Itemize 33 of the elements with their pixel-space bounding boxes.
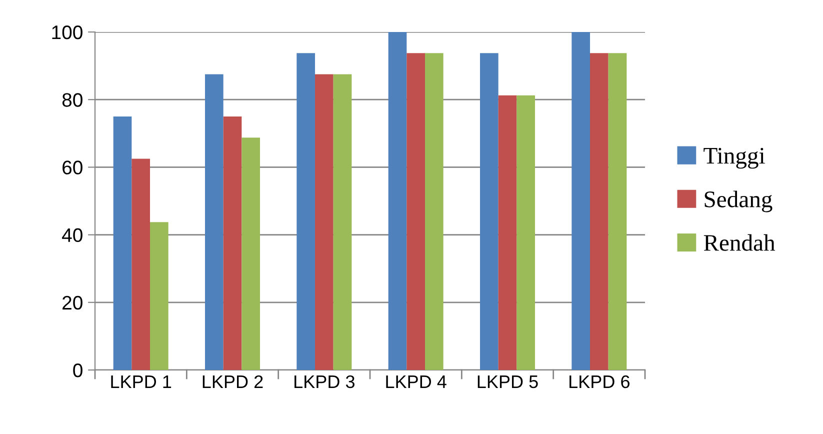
bar (406, 53, 425, 370)
y-tick-label: 0 (73, 363, 82, 378)
bar (572, 32, 590, 370)
bar (150, 222, 168, 370)
y-tick-label: 100 (52, 25, 82, 40)
bar (480, 53, 498, 370)
y-tick-label: 60 (62, 160, 82, 174)
bar (113, 116, 132, 370)
bar (296, 53, 315, 370)
bar (516, 95, 535, 370)
bar (242, 138, 260, 370)
bar (223, 116, 242, 370)
bar (608, 53, 627, 370)
bar (425, 53, 444, 370)
x-tick-label: LKPD 1 (111, 376, 172, 388)
bar (315, 74, 334, 370)
x-tick-label: LKPD 4 (386, 376, 446, 388)
legend-label: Tinggi (704, 148, 765, 169)
bar (333, 74, 352, 370)
y-tick-label: 20 (62, 296, 82, 310)
x-tick-label: LKPD 6 (570, 375, 630, 388)
bar (590, 53, 608, 370)
x-tick-label: LKPD 2 (202, 375, 263, 388)
legend-label: Sedang (704, 190, 772, 212)
bar (205, 74, 224, 370)
x-tick-label: LKPD 3 (294, 375, 354, 388)
y-tick-label: 80 (62, 93, 82, 107)
legend-label: Rendah (704, 234, 776, 251)
bar (132, 158, 150, 370)
bar (498, 95, 517, 370)
x-tick-label: LKPD 5 (478, 376, 538, 388)
bar (388, 32, 407, 370)
y-tick-label: 40 (62, 228, 82, 242)
